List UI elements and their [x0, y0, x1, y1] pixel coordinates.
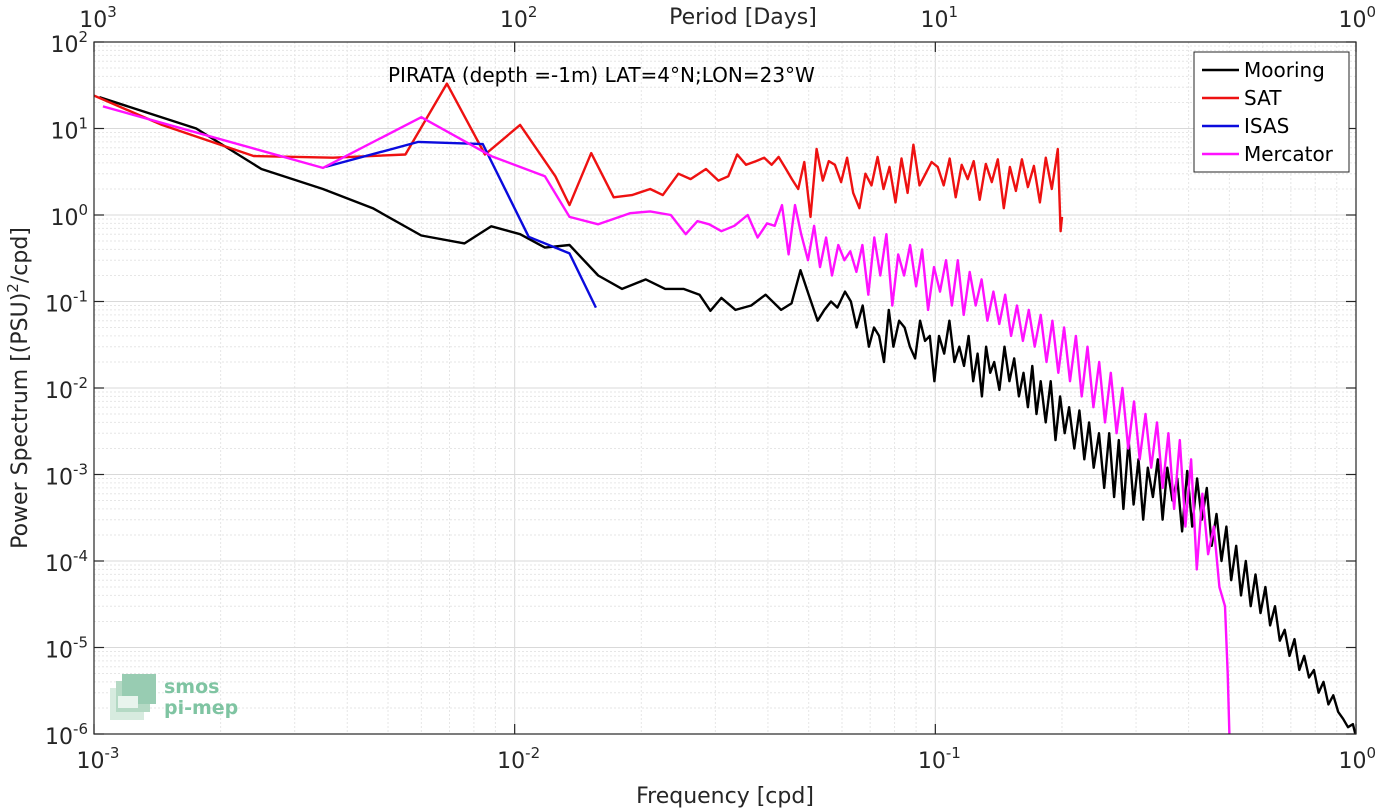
y-axis-label-main: Power Spectrum [(PSU): [8, 293, 33, 549]
x-tick-label: 10-2: [497, 744, 540, 774]
legend-label-mooring: Mooring: [1244, 58, 1325, 82]
top-tick-label: 101: [921, 3, 959, 33]
y-tick-label: 100: [50, 201, 88, 231]
legend-label-isas: ISAS: [1244, 114, 1289, 138]
series-line-isas: [325, 140, 597, 309]
y-tick-label: 10-5: [45, 634, 88, 664]
legend-label-mercator: Mercator: [1244, 142, 1334, 166]
y-tick-label: 10-2: [45, 374, 88, 404]
logo-text-pi-mep: pi-mep: [164, 697, 238, 719]
x-tick-label: 100: [1338, 744, 1376, 774]
legend-box: [1193, 51, 1350, 173]
x-tick-label: 10-3: [77, 744, 120, 774]
series-line-mercator: [102, 105, 1231, 734]
top-tick-label: 100: [1338, 3, 1376, 33]
y-tick-label: 10-3: [45, 461, 88, 491]
logo-mark-icon: [110, 674, 156, 720]
series-line-sat: [94, 82, 1064, 233]
logo-text-smos: smos: [164, 676, 219, 698]
top-axis-label: Period [Days]: [669, 5, 817, 30]
legend-label-sat: SAT: [1244, 86, 1282, 110]
data-lines: [94, 82, 1356, 734]
y-tick-label: 10-4: [45, 547, 88, 577]
x-axis-label: Frequency [cpd]: [636, 784, 814, 809]
top-tick-label: 102: [500, 3, 538, 33]
legend: Mooring SAT ISAS Mercator: [1193, 51, 1350, 173]
grid-lines: [93, 42, 1356, 735]
y-axis-label-tail: /cpd]: [8, 227, 33, 283]
annotation-text: PIRATA (depth =-1m) LAT=4°N;LON=23°W: [388, 63, 815, 87]
series-line-mooring: [99, 96, 1356, 734]
y-axis-label: Power Spectrum [(PSU)2/cpd]: [4, 227, 33, 549]
smos-pi-mep-logo: smos pi-mep: [110, 674, 238, 720]
x-tick-label: 10-1: [918, 744, 961, 774]
top-tick-label: 103: [79, 3, 117, 33]
y-axis-label-sup: 2: [4, 283, 22, 293]
y-tick-label: 10-1: [45, 288, 88, 318]
tick-labels: 10-3 10-2 10-1 100 10-6 10-5 10-4 10-3 10-2 10-1 1…: [45, 3, 1376, 774]
y-tick-label: 101: [50, 115, 88, 145]
y-tick-label: 102: [50, 28, 88, 58]
tick-marks: [93, 41, 1357, 735]
y-tick-label: 10-6: [45, 720, 88, 750]
